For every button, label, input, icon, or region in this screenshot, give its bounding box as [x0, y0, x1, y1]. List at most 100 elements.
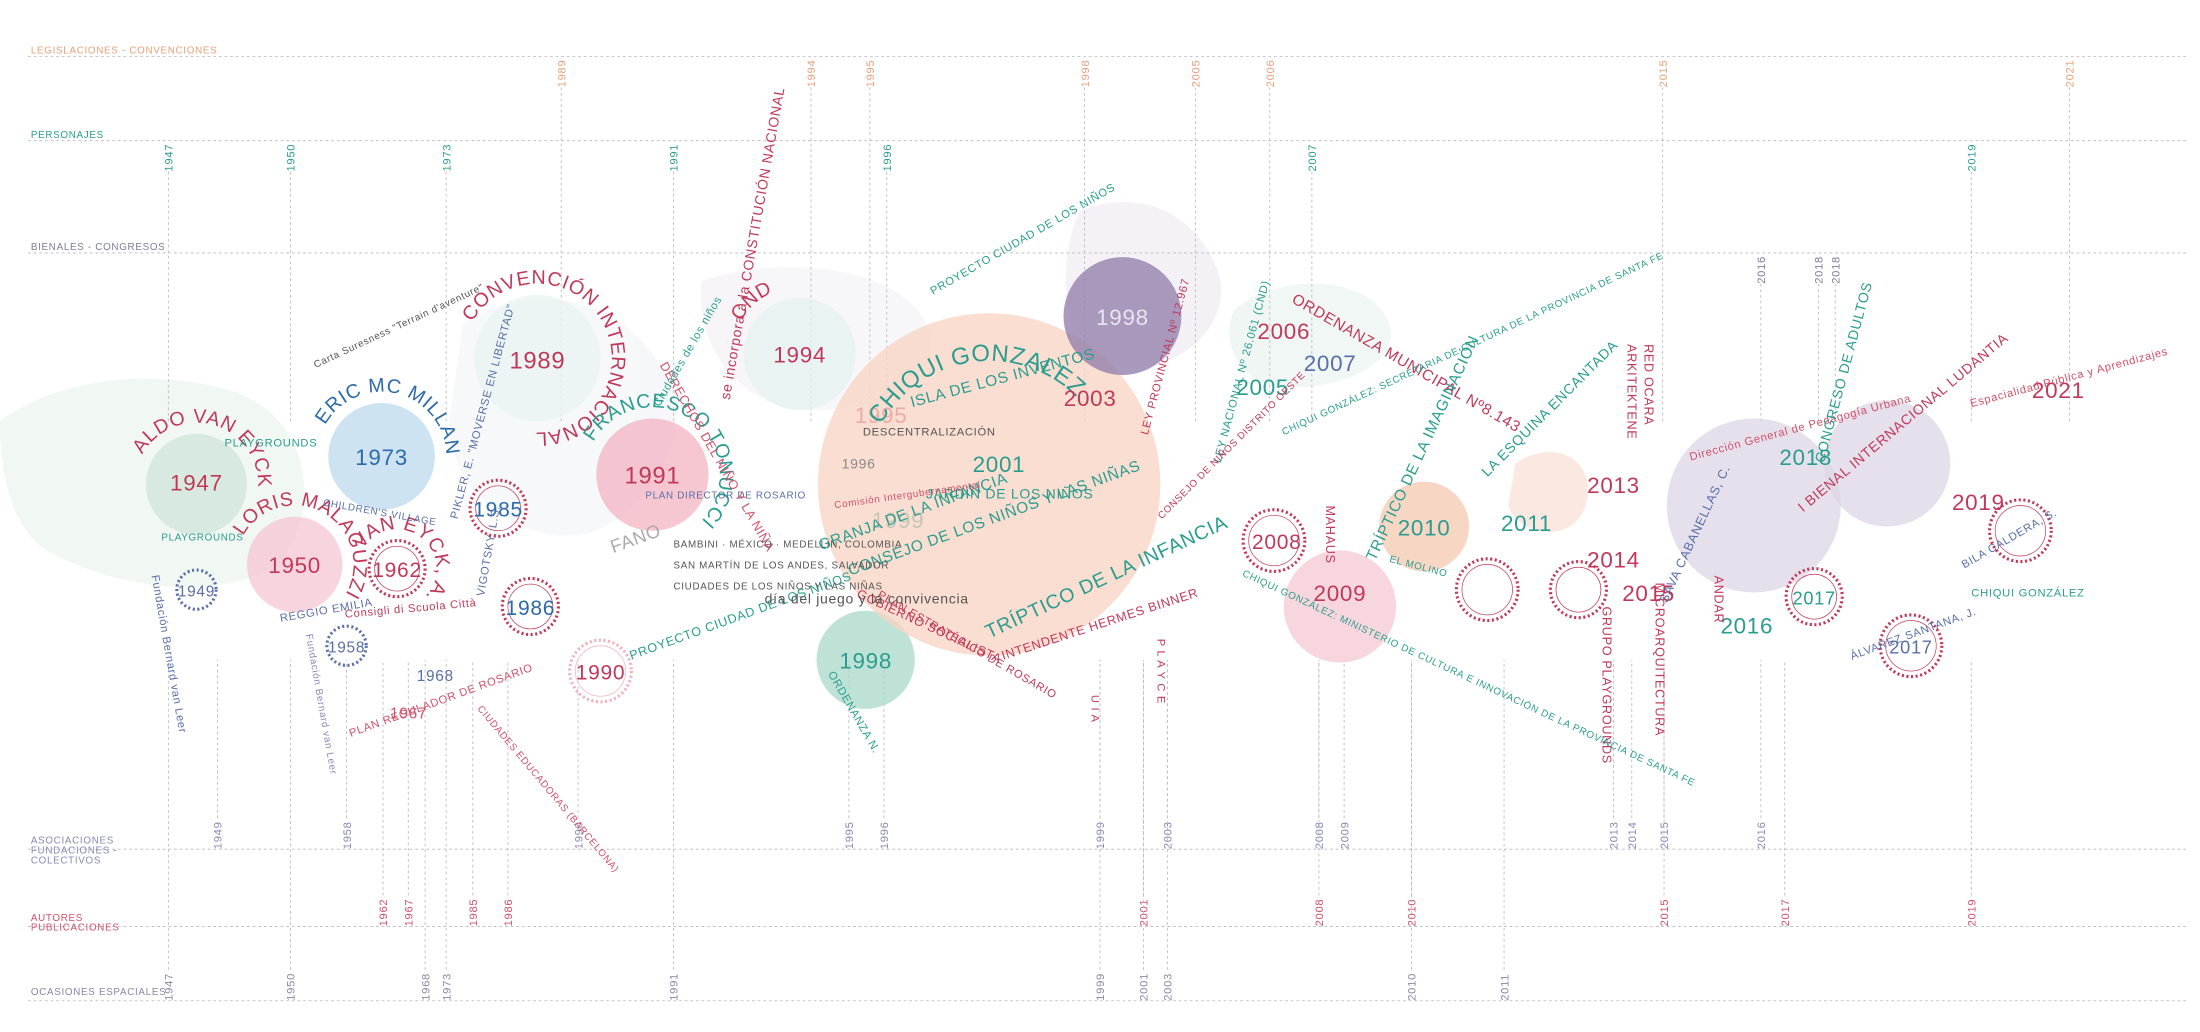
node-ring	[574, 645, 627, 697]
lane-year: 1991	[669, 973, 681, 1001]
node-ring	[1791, 573, 1837, 620]
lane-year: 2019	[1967, 899, 1979, 927]
lane-year: 2016	[1756, 821, 1768, 849]
node-year: 2005	[1236, 375, 1289, 400]
label: PLAN DIRECTOR DE ROSARIO	[645, 490, 806, 501]
node-year: 2010	[1398, 515, 1451, 540]
label: ARKITEKTENE	[1625, 344, 1639, 439]
lane-year: 1996	[879, 821, 891, 849]
node-circle	[1666, 418, 1841, 593]
label: DESCENTRALIZACIÓN	[863, 425, 996, 438]
node-year: 1998	[839, 649, 892, 674]
lane-year: 1994	[806, 60, 818, 88]
lane-year: 1967	[404, 899, 416, 927]
lane-label: LEGISLACIONES - CONVENCIONES	[31, 46, 218, 57]
lane-label: PUBLICACIONES	[31, 923, 120, 934]
label: SAN MARTÍN DE LOS ANDES, SALVADOR	[673, 561, 889, 572]
node-circle	[325, 624, 368, 667]
node-circle	[474, 295, 601, 422]
lane-label: FUNDACIONES -	[31, 845, 118, 856]
node-circle	[468, 478, 528, 538]
node-circle	[817, 313, 1161, 656]
lane-year: 1999	[1095, 821, 1107, 849]
node-circle	[596, 418, 709, 531]
label: Ciudades de los niños	[652, 294, 725, 408]
node-year: 2008	[1252, 531, 1302, 554]
lane-year: 2015	[1659, 899, 1671, 927]
lane-year: 2003	[1163, 821, 1175, 849]
label: U I A	[1089, 695, 1101, 723]
label: 1968	[417, 668, 454, 685]
lane-year: 1985	[468, 899, 480, 927]
lane-year: 1968	[420, 973, 432, 1001]
node-ring	[1461, 564, 1513, 616]
lane-year: 2016	[1756, 256, 1768, 284]
lane-year: 2001	[1139, 899, 1151, 927]
lane-year: 1986	[503, 899, 515, 927]
node-year: 1973	[355, 445, 408, 470]
node-year: 2009	[1314, 581, 1367, 606]
lane-year: 2015	[1658, 60, 1670, 88]
lane-year: 2021	[2065, 60, 2077, 88]
node-circle	[1063, 257, 1182, 375]
node-year: 1962	[372, 559, 422, 582]
node-circle	[1454, 557, 1520, 623]
node-year: 2011	[1501, 511, 1552, 536]
node-circle	[500, 576, 560, 637]
node-year: 1947	[170, 470, 223, 495]
node-circle	[1241, 508, 1307, 573]
lane-year: 1962	[378, 899, 390, 927]
lane-year: 1996	[882, 144, 894, 172]
node-circle	[328, 403, 435, 510]
lane-year: 2014	[1627, 821, 1639, 849]
lane-label: ASOCIACIONES	[31, 836, 114, 847]
node-year: 1958	[328, 640, 365, 657]
node-ring	[1885, 620, 1937, 672]
lane-year: 1949	[213, 821, 225, 849]
node-ring	[1555, 566, 1602, 613]
node-year: 1985	[473, 499, 523, 522]
node-circle	[367, 539, 427, 599]
label: JARDÍN DE LOS NIÑOS	[926, 485, 1094, 501]
lane-year: 1991	[669, 144, 681, 172]
lane-year: 1947	[164, 973, 176, 1001]
lane-year: 1973	[441, 973, 453, 1001]
lane-label: OCASIONES ESPACIALES	[31, 987, 166, 998]
lane-year: 2009	[1339, 821, 1351, 849]
node-circle	[1784, 567, 1844, 627]
lane-year: 1995	[844, 821, 856, 849]
lane-year: 1990	[573, 821, 585, 849]
lane-label: AUTORES	[31, 913, 83, 924]
lane-year: 1995	[865, 60, 877, 88]
node-ring	[507, 583, 554, 630]
node-circle	[175, 568, 218, 611]
node-year: 2006	[1257, 319, 1310, 344]
label: ANDAR	[1712, 576, 1726, 624]
node-circle	[1379, 481, 1470, 572]
label: GRUPO PLAYGROUNDS	[1599, 606, 1613, 763]
node-year: 2001	[973, 452, 1026, 477]
lane-year: 2003	[1163, 973, 1175, 1001]
node-year: 2017	[1792, 587, 1835, 608]
node-year: 1991	[624, 463, 680, 490]
lane-year: 2011	[1499, 974, 1511, 1001]
lane-year: 2005	[1191, 60, 1203, 88]
label: CHIQUI GONZÁLEZ	[1971, 587, 2084, 600]
node-year: 2018	[1779, 445, 1832, 470]
lane-label: COLECTIVOS	[31, 855, 101, 866]
node-year: 2003	[1064, 386, 1117, 411]
node-circle	[568, 638, 633, 704]
node-year: 1989	[509, 348, 565, 375]
lane-year: 2019	[1967, 144, 1979, 172]
lane-year: 1947	[164, 144, 176, 172]
lane-year: 1950	[286, 144, 298, 172]
node-ring	[1994, 505, 2047, 557]
node-circle	[816, 610, 915, 709]
label: MICROARQUITECTURA	[1653, 583, 1667, 736]
label: 1967	[390, 706, 427, 723]
node-circle	[1283, 550, 1397, 663]
node-year: 2021	[2032, 378, 2085, 403]
node-year: 2019	[1952, 490, 2005, 515]
